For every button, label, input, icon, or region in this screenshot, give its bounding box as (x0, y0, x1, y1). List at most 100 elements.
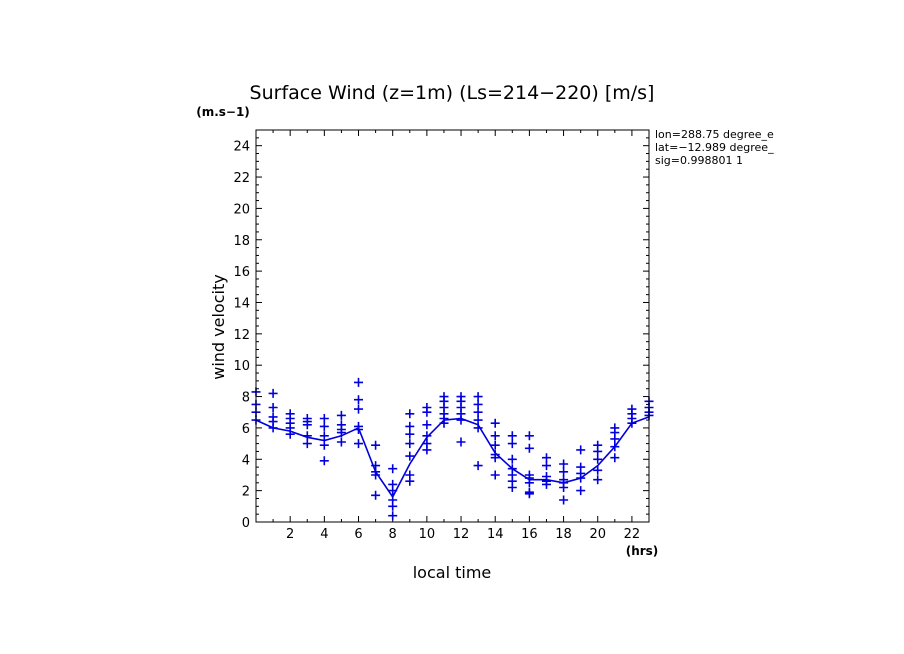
data-point (336, 410, 346, 420)
data-point (268, 423, 278, 433)
data-point (371, 490, 381, 500)
data-point (559, 483, 569, 492)
data-point (456, 437, 466, 447)
x-tick-label: 14 (487, 527, 504, 542)
data-point (422, 431, 432, 441)
data-point (473, 461, 483, 471)
data-point (507, 431, 517, 441)
data-point (422, 420, 432, 430)
data-point (627, 418, 637, 428)
annotation-line: lon=288.75 degree_e (655, 128, 774, 141)
annotation-line: sig=0.998801 1 (655, 154, 743, 167)
x-tick-label: 6 (354, 527, 362, 542)
data-point (354, 395, 363, 405)
data-point (610, 453, 620, 463)
data-point (319, 431, 329, 441)
data-point (439, 418, 449, 428)
data-point (405, 451, 415, 461)
data-point (524, 489, 534, 499)
data-point (542, 461, 551, 471)
data-point (388, 501, 398, 511)
data-point (593, 446, 603, 456)
data-point (524, 443, 534, 453)
data-point (610, 442, 620, 452)
x-tick-label: 18 (555, 527, 572, 542)
data-point (456, 415, 466, 425)
data-point (473, 392, 483, 402)
y-tick-label: 2 (242, 485, 250, 500)
data-point (405, 476, 415, 486)
y-tick-label: 18 (233, 234, 250, 249)
y-tick-label: 6 (242, 422, 250, 437)
data-point (285, 429, 295, 439)
data-point (559, 467, 569, 477)
data-point (302, 420, 312, 430)
data-point (302, 439, 312, 449)
data-point (490, 431, 500, 441)
data-point (524, 478, 534, 488)
y-tick-label: 12 (233, 328, 250, 343)
data-point (422, 407, 432, 417)
data-point (593, 475, 603, 485)
data-point (319, 421, 329, 431)
data-point (490, 453, 500, 463)
data-point (388, 511, 398, 521)
x-tick-label: 10 (419, 527, 436, 542)
data-point (507, 439, 517, 449)
x-tick-label: 8 (389, 527, 397, 542)
x-axis-unit: (hrs) (626, 544, 659, 558)
data-point (507, 483, 517, 492)
y-tick-label: 20 (233, 202, 250, 217)
x-tick-label: 16 (521, 527, 538, 542)
y-tick-label: 14 (233, 296, 250, 311)
data-point (354, 404, 363, 414)
x-tick-label: 20 (589, 527, 606, 542)
data-point (593, 465, 603, 475)
data-point (576, 445, 586, 455)
chart-title: Surface Wind (z=1m) (Ls=214−220) [m/s] (250, 82, 655, 104)
data-point (490, 418, 500, 428)
y-tick-label: 24 (233, 140, 250, 155)
data-point (405, 409, 415, 419)
data-point (268, 388, 278, 398)
data-point (473, 423, 483, 433)
data-point (610, 434, 620, 444)
data-point (473, 407, 483, 417)
data-point (542, 453, 551, 463)
y-tick-label: 0 (242, 516, 250, 531)
data-point (354, 439, 363, 449)
data-point (473, 415, 483, 425)
y-tick-label: 4 (242, 453, 250, 468)
plot-area (251, 377, 654, 521)
data-point (268, 403, 278, 412)
x-tick-label: 22 (624, 527, 641, 542)
y-tick-label: 10 (233, 359, 250, 374)
data-point (490, 470, 500, 480)
data-point (319, 414, 329, 423)
y-tick-label: 8 (242, 391, 250, 406)
y-tick-label: 16 (233, 265, 250, 280)
data-point (371, 440, 381, 450)
data-point (354, 425, 363, 434)
x-axis-label: local time (413, 563, 492, 582)
data-point (473, 399, 483, 409)
x-tick-label: 4 (320, 527, 328, 542)
data-point (542, 479, 551, 489)
annotation-line: lat=−12.989 degree_ (655, 141, 774, 154)
data-point (490, 440, 500, 450)
data-point (576, 486, 586, 496)
data-point (405, 429, 415, 439)
data-point (319, 440, 329, 450)
data-point (559, 459, 569, 469)
data-point (388, 486, 398, 496)
data-point (524, 431, 534, 441)
data-point (336, 437, 346, 447)
data-point (319, 456, 329, 466)
data-point (507, 454, 517, 464)
x-tick-label: 2 (286, 527, 294, 542)
data-point (336, 428, 346, 438)
y-axis-label: wind velocity (209, 274, 228, 379)
mean-line (255, 416, 650, 499)
data-point (388, 464, 398, 474)
